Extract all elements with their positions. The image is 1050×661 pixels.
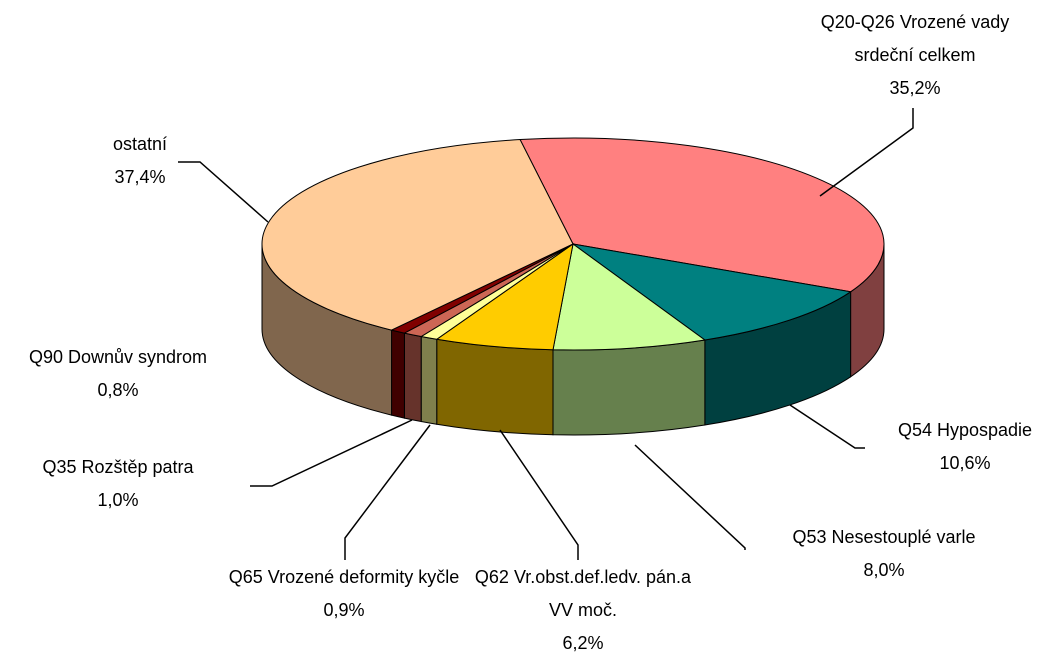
value-label: 10,6%: [939, 453, 991, 473]
leader-line: [344, 424, 431, 560]
category-name: Q62 Vr.obst.def.ledv. pán.a VV moč.: [474, 567, 692, 620]
leader-line: [819, 108, 914, 197]
slice-side: [403, 332, 422, 423]
slice: [261, 139, 574, 331]
value-label: 6,2%: [562, 633, 604, 653]
category-name: Q54 Hypospadie: [897, 420, 1033, 440]
value-label: 37,4%: [114, 167, 166, 187]
slice-label: Q90 Downův syndrom 0,8%: [0, 341, 238, 407]
slice-label: Q65 Vrozené deformity kyčle 0,9%: [224, 561, 464, 627]
value-label: 0,8%: [97, 380, 139, 400]
slice-side: [552, 339, 706, 436]
leader-line: [250, 419, 413, 487]
slice-label: Q20-Q26 Vrozené vady srdeční celkem 35,2%: [800, 6, 1030, 105]
leader-lines: [178, 108, 914, 560]
leader-line: [499, 429, 579, 560]
slice-side: [436, 338, 554, 436]
slice-label: ostatní 37,4%: [80, 128, 200, 194]
slice-side: [420, 335, 438, 425]
value-label: 8,0%: [863, 560, 905, 580]
slice-label: Q62 Vr.obst.def.ledv. pán.a VV moč. 6,2%: [468, 561, 698, 660]
leader-line: [789, 404, 865, 449]
slice-label: Q54 Hypospadie 10,6%: [865, 414, 1050, 480]
category-name: Q53 Nesestouplé varle: [792, 527, 976, 547]
value-label: 1,0%: [97, 490, 139, 510]
category-name: ostatní: [112, 134, 168, 154]
slice: [552, 243, 707, 351]
category-name: Q35 Rozštěp patra: [42, 457, 194, 477]
slice: [435, 242, 574, 351]
leader-line: [178, 161, 269, 223]
category-name: Q65 Vrozené deformity kyčle: [228, 567, 460, 587]
value-label: 35,2%: [889, 78, 941, 98]
value-label: 0,9%: [323, 600, 365, 620]
slice-label: Q53 Nesestouplé varle 8,0%: [754, 521, 1014, 587]
category-name: Q90 Downův syndrom: [28, 347, 208, 367]
slice: [572, 243, 852, 341]
leader-line: [634, 444, 746, 550]
slice: [519, 137, 885, 293]
category-name: Q20-Q26 Vrozené vady srdeční celkem: [820, 12, 1010, 65]
slice-label: Q35 Rozštěp patra 1,0%: [18, 451, 218, 517]
slice-side: [391, 329, 405, 419]
